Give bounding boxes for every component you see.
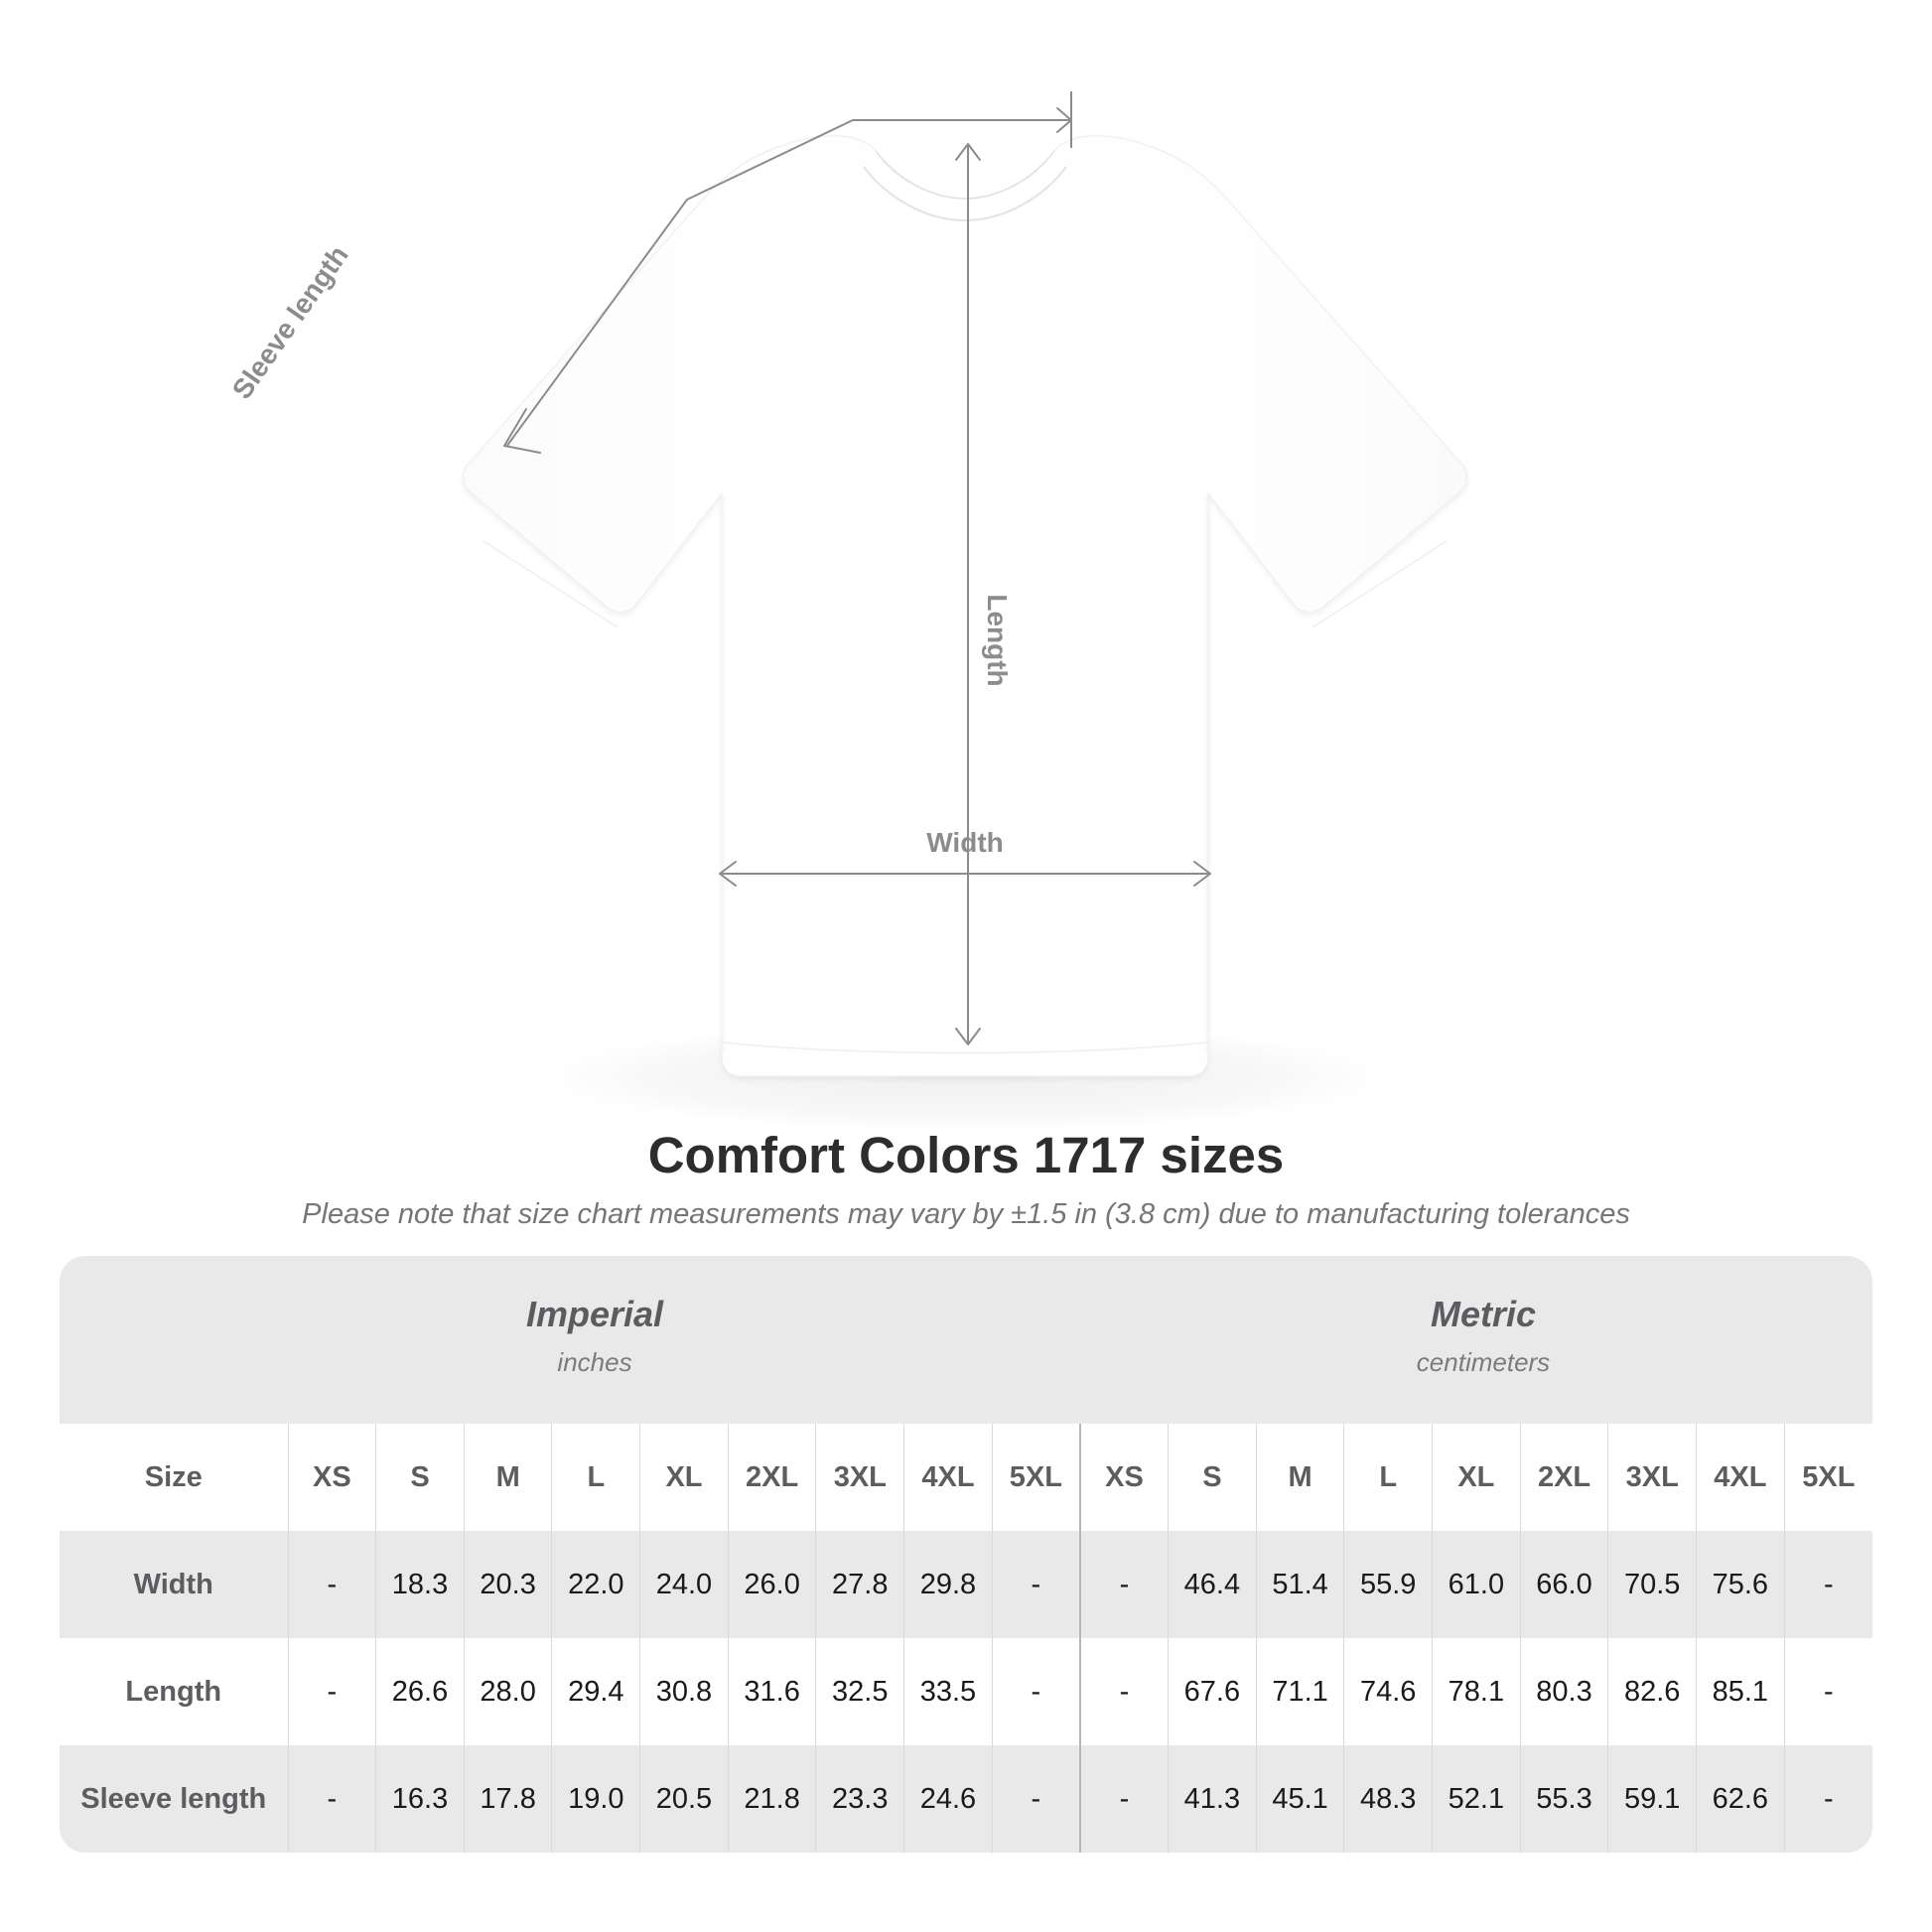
svg-text:Length: Length — [982, 594, 1013, 686]
svg-text:Sleeve length: Sleeve length — [226, 240, 354, 405]
svg-text:Width: Width — [926, 827, 1004, 858]
